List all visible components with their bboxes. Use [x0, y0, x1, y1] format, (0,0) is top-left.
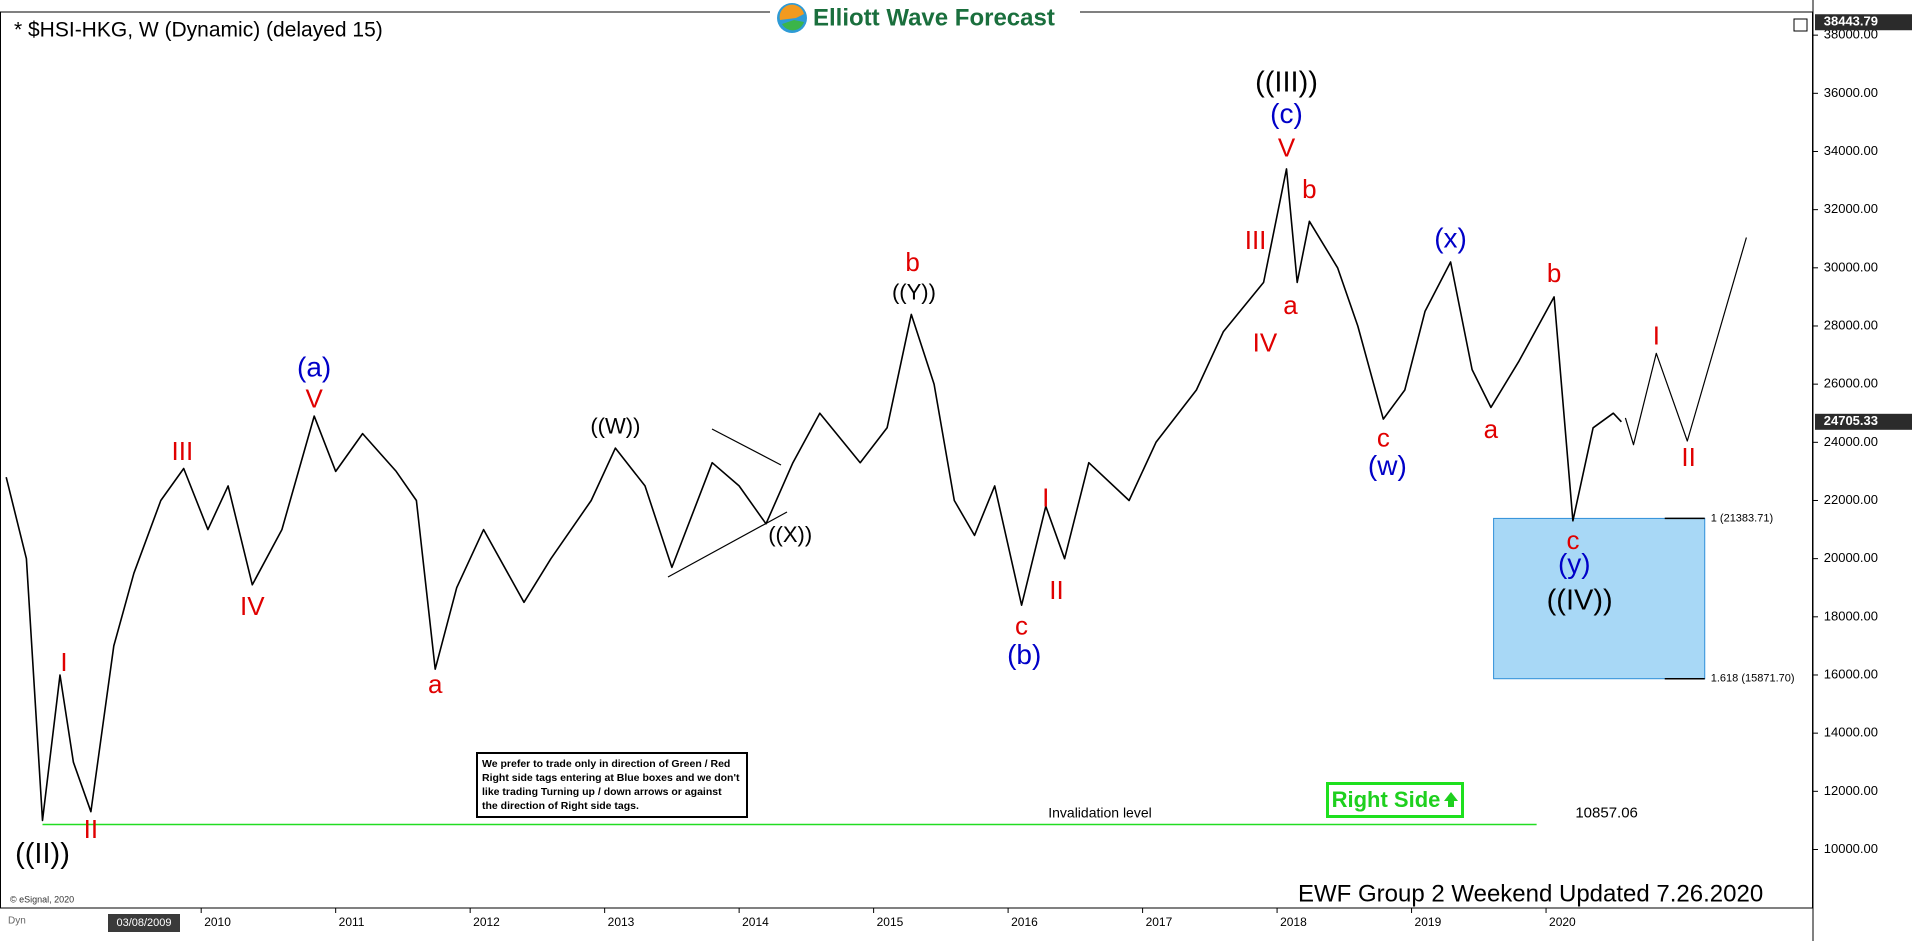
wave-label: (b)	[1007, 639, 1041, 670]
triangle-line	[711, 428, 782, 466]
wave-label: a	[428, 669, 443, 699]
wave-label: ((II))	[15, 838, 70, 870]
y-tick-label: 36000.00	[1824, 85, 1878, 100]
y-tick-label: 20000.00	[1824, 550, 1878, 565]
y-tick-label: 30000.00	[1824, 259, 1878, 274]
wave-label: (w)	[1368, 450, 1407, 481]
x-tick-label: 2014	[742, 915, 769, 929]
right-side-text: Right Side	[1331, 787, 1441, 812]
wave-label: II	[1049, 575, 1063, 605]
wave-label: b	[905, 247, 919, 277]
wave-label: ((III))	[1255, 67, 1318, 99]
y-tick-label: 38000.00	[1824, 27, 1878, 42]
wave-label: b	[1547, 258, 1561, 288]
last-price-bg	[1815, 413, 1912, 430]
footer: EWF Group 2 Weekend Updated 7.26.2020	[1298, 880, 1763, 907]
y-tick-label: 22000.00	[1824, 492, 1878, 507]
date-label-bg	[108, 914, 180, 932]
x-tick-label: 2020	[1549, 915, 1576, 929]
y-tick-label: 12000.00	[1824, 783, 1878, 798]
wave-label: (a)	[297, 352, 331, 383]
invalidation-value: 10857.06	[1575, 805, 1638, 822]
x-tick-label: 2018	[1280, 915, 1307, 929]
y-tick-label: 16000.00	[1824, 666, 1878, 681]
wave-label: I	[1042, 482, 1049, 512]
y-tick-label: 18000.00	[1824, 608, 1878, 623]
y-tick-label: 32000.00	[1824, 201, 1878, 216]
logo-bg	[770, 0, 1080, 36]
wave-label: (c)	[1270, 98, 1303, 129]
logo: Elliott Wave Forecast	[770, 0, 1080, 36]
fib-label: 1 (21383.71)	[1711, 512, 1773, 524]
wave-label: c	[1377, 423, 1390, 453]
wave-label: ((Y))	[892, 279, 936, 304]
y-tick-label: 10000.00	[1824, 841, 1878, 856]
note-line: the direction of Right side tags.	[482, 800, 639, 812]
price-line	[5, 168, 1622, 822]
last-price: 24705.33	[1824, 413, 1878, 428]
wave-label: (x)	[1434, 222, 1467, 253]
wave-label: V	[305, 384, 323, 414]
wave-label: I	[60, 647, 67, 677]
wave-label: c	[1566, 525, 1579, 555]
chart-title: * $HSI-HKG, W (Dynamic) (delayed 15)	[14, 19, 383, 42]
wave-label: ((W))	[590, 413, 640, 438]
up-arrow	[1444, 791, 1459, 807]
note-line: We prefer to trade only in direction of …	[482, 758, 731, 770]
brand: Elliott Wave Forecast	[813, 4, 1055, 31]
wave-label: III	[172, 436, 194, 466]
wave-label: ((X))	[768, 522, 812, 547]
y-tick-label: 14000.00	[1824, 725, 1878, 740]
x-tick-label: 2016	[1011, 915, 1038, 929]
note-box: We prefer to trade only in direction of …	[476, 752, 748, 818]
y-tick-label: 34000.00	[1824, 143, 1878, 158]
x-tick-label: 2010	[204, 915, 231, 929]
wave-label: IV	[240, 591, 265, 621]
logo-swirl	[779, 4, 804, 20]
wave-label: III	[1245, 225, 1267, 255]
y-tick-label: 28000.00	[1824, 317, 1878, 332]
high-marker: 38443.79	[1824, 14, 1878, 29]
x-tick-label: 2017	[1146, 915, 1173, 929]
wave-label: c	[1015, 610, 1028, 640]
wave-label: II	[84, 814, 98, 844]
window-icon	[1793, 18, 1808, 32]
projection-path	[1624, 237, 1747, 446]
wave-label: a	[1283, 290, 1298, 320]
fib-label: 1.618 (15871.70)	[1711, 673, 1795, 685]
wave-label: V	[1278, 133, 1296, 163]
note-line: Right side tags entering at Blue boxes a…	[482, 772, 740, 784]
x-tick-label: 2015	[877, 915, 904, 929]
wave-label: II	[1681, 442, 1695, 472]
wave-label: ((IV))	[1547, 585, 1613, 617]
right-side-tag: Right Side	[1326, 782, 1464, 818]
wave-label: IV	[1253, 328, 1278, 358]
y-tick-label: 26000.00	[1824, 376, 1878, 391]
x-tick-label: 2013	[608, 915, 635, 929]
wave-label: b	[1302, 174, 1316, 204]
wave-label: (y)	[1558, 548, 1591, 579]
dyn-label: Dyn	[8, 916, 26, 927]
y-tick-label: 24000.00	[1824, 434, 1878, 449]
date-label: 03/08/2009	[116, 917, 171, 929]
logo-swirl	[782, 20, 804, 31]
x-tick-label: 2019	[1415, 915, 1442, 929]
wave-label: a	[1484, 414, 1499, 444]
high-marker-bg	[1815, 14, 1912, 31]
x-tick-label: 2011	[339, 915, 365, 929]
copyright: © eSignal, 2020	[10, 894, 74, 904]
invalidation-label: Invalidation level	[1048, 804, 1152, 820]
note-line: like trading Turning up / down arrows or…	[482, 786, 722, 798]
wave-label: I	[1653, 320, 1660, 350]
x-tick-label: 2012	[473, 915, 500, 929]
target-box	[1493, 517, 1706, 680]
